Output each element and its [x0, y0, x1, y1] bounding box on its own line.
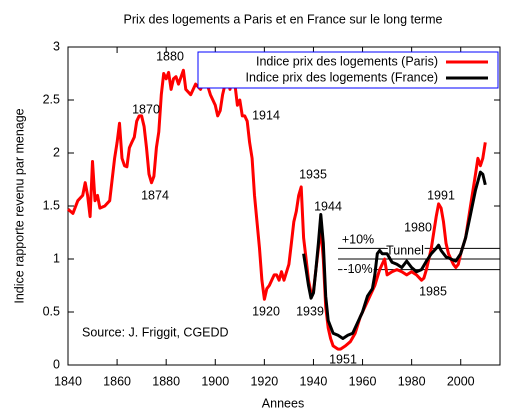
y-tick-label: 3 — [53, 39, 60, 53]
annotation: 1874 — [141, 188, 169, 202]
y-tick-label: 2 — [53, 145, 60, 159]
legend-label: Indice prix des logements (Paris) — [256, 54, 438, 68]
legend-label: Indice prix des logements (France) — [246, 70, 438, 84]
x-tick-label: 1980 — [398, 374, 426, 388]
x-axis-label: Annees — [262, 396, 304, 410]
x-tick-label: 1940 — [300, 374, 328, 388]
y-tick-label: 2.5 — [43, 92, 60, 106]
x-tick-label: 1840 — [54, 374, 82, 388]
x-tick-label: 1860 — [103, 374, 131, 388]
annotation: 1870 — [132, 102, 160, 116]
legend-box — [197, 51, 499, 89]
annotation: 1880 — [156, 49, 184, 63]
annotation: 1951 — [329, 352, 357, 366]
annotation: 1939 — [296, 304, 324, 318]
annotation: 1914 — [252, 108, 280, 122]
chart-title: Prix des logements a Paris et en France … — [124, 12, 443, 26]
data-line — [302, 170, 487, 340]
y-tick-label: 1.5 — [43, 198, 60, 212]
y-tick-label: 0.5 — [43, 304, 60, 318]
annotation: 1920 — [252, 304, 280, 318]
annotation: 1944 — [314, 199, 342, 213]
x-tick-label: 1920 — [250, 374, 278, 388]
y-tick-label: 1 — [53, 251, 60, 265]
annotation: 1980 — [404, 220, 432, 234]
reference-label: Tunnel — [386, 243, 424, 257]
x-tick-label: 2000 — [447, 374, 475, 388]
x-tick-label: 1880 — [152, 374, 180, 388]
y-tick-label: 0 — [53, 357, 60, 371]
source-note: Source: J. Friggit, CGEDD — [82, 325, 229, 339]
y-axis-label: Indice rapporte revenu par menage — [12, 108, 26, 303]
plot-frame — [67, 46, 501, 366]
data-line — [67, 68, 487, 351]
x-tick-label: 1900 — [201, 374, 229, 388]
reference-label: +10% — [342, 233, 374, 247]
annotation: 1985 — [419, 284, 447, 298]
annotation: 1935 — [299, 167, 327, 181]
x-tick-label: 1960 — [349, 374, 377, 388]
annotation: 1991 — [427, 188, 455, 202]
reference-label: -10% — [343, 262, 372, 276]
